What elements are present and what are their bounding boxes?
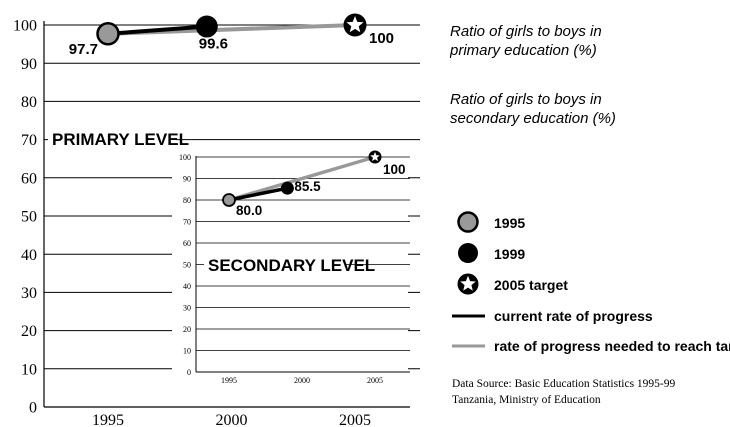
secondary-x-tick-label: 2005 — [367, 376, 383, 385]
secondary-y-tick-label: 70 — [183, 217, 191, 226]
secondary-y-tick-label: 20 — [183, 325, 191, 334]
secondary-point-2005-target-star — [370, 151, 380, 162]
primary-y-tick-label: 20 — [21, 323, 37, 340]
primary-x-tick-label: 1995 — [92, 412, 124, 427]
primary-data-label: 97.7 — [69, 41, 98, 58]
secondary-y-tick-label: 30 — [183, 303, 191, 312]
secondary-panel: 0 10 20 30 40 50 60 70 80 90 100 1995 2000 2005 SECO… — [172, 150, 410, 385]
black-circle-icon — [458, 243, 478, 263]
primary-y-tick-label: 60 — [21, 170, 37, 187]
secondary-y-tick-label: 90 — [183, 174, 191, 183]
legend-label-needed: rate of progress needed to reach target — [494, 338, 730, 354]
secondary-points: 80.0 85.5 100 — [222, 150, 406, 218]
captions: Ratio of girls to boys in primary educat… — [450, 23, 616, 127]
secondary-series — [227, 155, 377, 202]
star-circle-icon-shape-star — [460, 275, 476, 291]
star-circle-icon — [457, 273, 479, 295]
secondary-y-tick-label: 80 — [183, 196, 191, 205]
secondary-y-tick-label: 0 — [187, 368, 191, 377]
primary-x-tick-label: 2000 — [216, 412, 248, 427]
primary-current-rate-line — [106, 24, 209, 36]
primary-y-tick-label: 80 — [21, 94, 37, 111]
secondary-x-tick-label: 1995 — [221, 376, 237, 385]
legend: 1995 1999 2005 target current rate of pr… — [452, 211, 730, 354]
legend-label-current: current rate of progress — [494, 308, 653, 324]
secondary-y-tick-label: 50 — [183, 260, 191, 269]
secondary-y-tick-label: 40 — [183, 282, 191, 291]
legend-label-2005-target: 2005 target — [494, 277, 568, 293]
primary-y-tick-label: 70 — [21, 132, 37, 149]
primary-y-tick-label: 90 — [21, 56, 37, 73]
primary-x-tick-label: 2005 — [339, 412, 371, 427]
secondary-y-tick-label: 100 — [179, 153, 191, 162]
primary-point-1995 — [96, 22, 120, 46]
secondary-point-2005-target — [368, 150, 382, 164]
primary-annotation-bg — [48, 128, 176, 148]
star-circle-icon-shape — [457, 273, 479, 295]
secondary-y-axis: 0 10 20 30 40 50 60 70 80 90 100 — [179, 153, 191, 377]
primary-y-tick-label: 100 — [13, 18, 37, 35]
primary-point-2005-target-star — [346, 16, 364, 33]
secondary-y-tick-label: 60 — [183, 239, 191, 248]
primary-point-2005-target — [343, 13, 367, 37]
primary-y-tick-label: 10 — [21, 361, 37, 378]
primary-y-axis: 0 10 20 30 40 50 60 70 80 90 100 — [13, 18, 37, 417]
secondary-data-label: 100 — [383, 162, 406, 177]
secondary-caption-box: Ratio of girls to boys in secondary educ… — [450, 91, 616, 127]
primary-y-tick-label: 30 — [21, 285, 37, 302]
primary-data-label: 99.6 — [199, 36, 228, 53]
secondary-current-rate-line — [227, 186, 290, 202]
primary-points: 97.7 99.6 100 — [69, 13, 394, 58]
source-note: Data Source: Basic Education Statistics … — [452, 378, 675, 406]
legend-label-1999: 1999 — [494, 246, 525, 262]
secondary-y-tick-label: 10 — [183, 346, 191, 355]
primary-caption-box: Ratio of girls to boys in primary educat… — [450, 23, 602, 59]
secondary-x-tick-label: 2000 — [294, 376, 310, 385]
primary-series — [106, 23, 357, 36]
primary-y-tick-label: 40 — [21, 247, 37, 264]
secondary-data-label: 85.5 — [294, 179, 321, 194]
secondary-needed-rate-line — [227, 155, 377, 202]
primary-level-annotation: PRIMARY LEVEL — [52, 130, 189, 149]
secondary-data-label: 80.0 — [236, 203, 262, 218]
source-line-1: Data Source: Basic Education Statistics … — [452, 378, 675, 390]
primary-point-1999 — [195, 15, 218, 38]
grey-circle-icon — [457, 211, 479, 233]
secondary-level-annotation: SECONDARY LEVEL — [208, 256, 375, 275]
primary-x-axis: 1995 2000 2005 — [92, 412, 371, 427]
secondary-x-axis: 1995 2000 2005 — [221, 376, 383, 385]
secondary-point-1995 — [222, 193, 236, 207]
primary-y-tick-label: 0 — [29, 400, 37, 417]
primary-data-label: 100 — [369, 30, 394, 47]
secondary-annotation-bg — [204, 254, 346, 274]
secondary-caption: Ratio of girls to boys in secondary educ… — [450, 91, 616, 127]
legend-label-1995: 1995 — [494, 215, 525, 231]
primary-caption: Ratio of girls to boys in primary educat… — [450, 23, 602, 59]
secondary-point-1999 — [280, 181, 294, 195]
source-line-2: Tanzania, Ministry of Education — [452, 394, 601, 406]
primary-y-tick-label: 50 — [21, 209, 37, 226]
